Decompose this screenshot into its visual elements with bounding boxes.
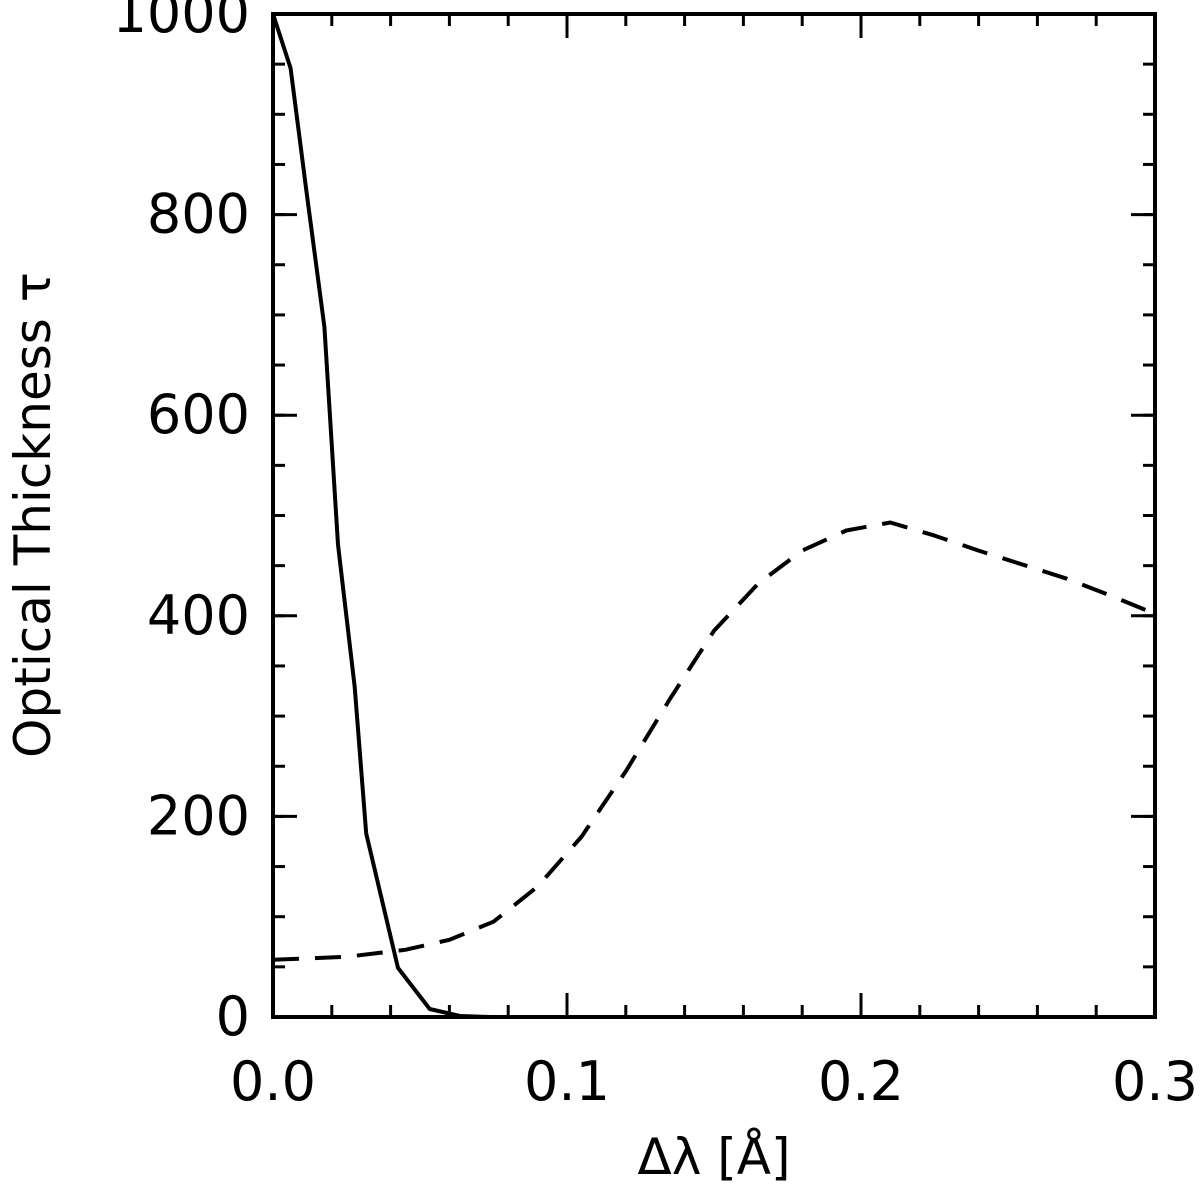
series-layer — [271, 13, 1156, 1019]
y-tick-label: 0 — [216, 985, 250, 1048]
x-tick-label: 0.3 — [1112, 1050, 1198, 1113]
plot-frame — [271, 12, 1157, 1019]
y-tick-label: 400 — [147, 584, 250, 647]
y-tick-label: 600 — [147, 383, 250, 446]
series-line-dashed — [272, 520, 1156, 962]
y-axis-title: Optical Thickness τ — [4, 272, 62, 758]
y-tick-label: 1000 — [113, 0, 250, 45]
ticks-layer — [271, 12, 1157, 1019]
y-tick-label: 200 — [147, 784, 250, 847]
x-tick-label: 0.1 — [524, 1050, 610, 1113]
x-tick-label: 0.2 — [818, 1050, 904, 1113]
series-line-solid — [271, 13, 1155, 1019]
y-tick-label: 800 — [147, 183, 250, 246]
labels-layer: 0.0 0.1 0.2 0.3 0 200 400 600 800 1000 — [113, 0, 1198, 1113]
x-tick-label: 0.0 — [230, 1050, 316, 1113]
x-axis-title: Δλ [Å] — [638, 1128, 791, 1186]
